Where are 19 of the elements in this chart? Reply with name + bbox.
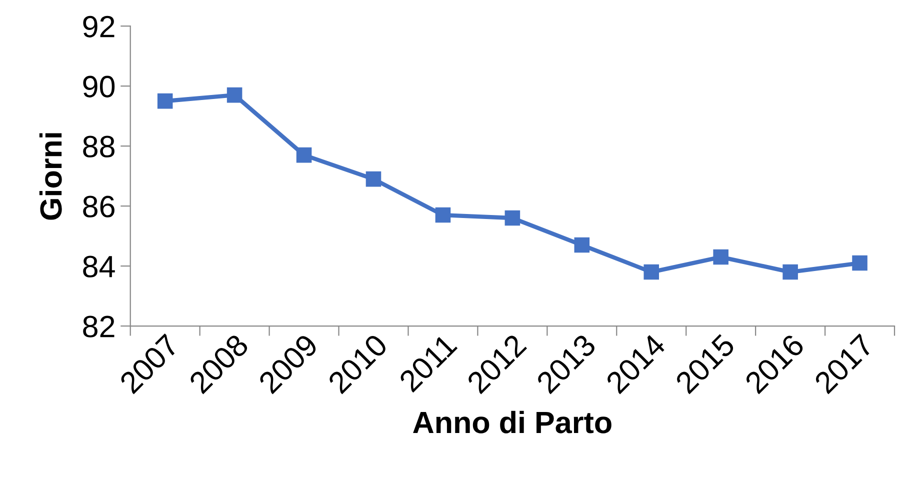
point xyxy=(852,255,868,271)
y-tick-label: 88 xyxy=(83,136,114,158)
point xyxy=(574,237,590,253)
point xyxy=(226,87,242,103)
point xyxy=(157,93,173,109)
point xyxy=(296,147,312,163)
y-tick-label: 84 xyxy=(83,256,115,278)
y-axis-title: Giorni xyxy=(39,133,62,220)
y-tick-label: 92 xyxy=(83,16,114,38)
point xyxy=(644,264,660,280)
y-tick-label: 86 xyxy=(83,196,114,218)
y-tick-label: 82 xyxy=(83,316,114,338)
y-tick-label: 90 xyxy=(83,76,115,98)
x-axis-title: Anno di Parto xyxy=(413,410,612,434)
point xyxy=(782,264,798,280)
point xyxy=(435,207,451,223)
point xyxy=(713,249,728,265)
point xyxy=(504,210,520,226)
point xyxy=(366,171,382,187)
